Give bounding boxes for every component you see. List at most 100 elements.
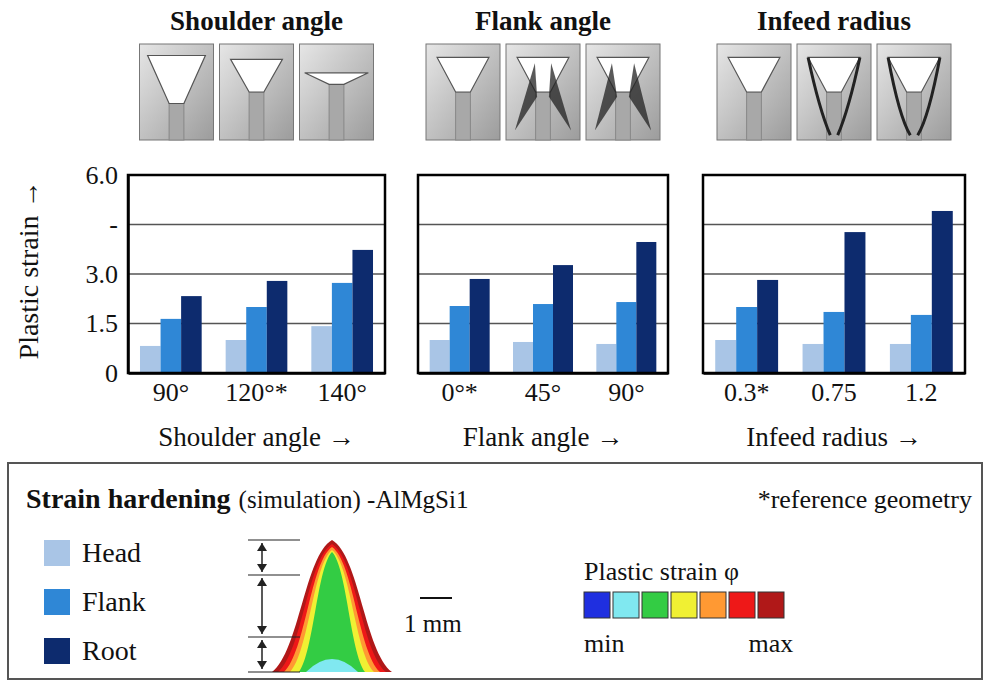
- bracket-arrow: [257, 626, 267, 634]
- tooth-layer: [290, 550, 374, 672]
- plot-area: [418, 175, 668, 373]
- axis-line: [129, 372, 386, 375]
- legend-label: Flank: [82, 586, 146, 617]
- tick: 90°: [153, 373, 189, 407]
- thumbnail-stem: [456, 92, 471, 140]
- colorbar-cell: [642, 592, 668, 618]
- bars: [430, 242, 657, 373]
- thumbnail-shape: [888, 57, 940, 92]
- brackets: [248, 540, 300, 672]
- bar: [181, 296, 202, 373]
- scale-bar-label: 1 mm: [404, 610, 462, 637]
- legend-label: Head: [82, 537, 141, 568]
- legend-box: Strain hardening (simulation) -AlMgSi1 *re…: [8, 463, 982, 679]
- thumbnail-shape: [231, 59, 283, 92]
- bar: [533, 304, 553, 373]
- tick-label: 0.3*: [724, 378, 770, 407]
- bar: [430, 340, 450, 373]
- scale-bar: [420, 597, 452, 599]
- thumbnail-shape: [517, 57, 569, 92]
- tick-label: 0°*: [441, 378, 477, 407]
- tick: 1.5: [86, 309, 129, 338]
- bracket-arrow: [257, 578, 267, 586]
- tick-label: -: [109, 210, 118, 239]
- thumbnail-shape: [148, 56, 206, 104]
- grid-line: [128, 273, 385, 275]
- tick: 120°*: [225, 373, 287, 407]
- thumbnail-frame: [506, 44, 580, 140]
- thumbnail-stem: [249, 92, 264, 140]
- grid-line: [703, 273, 965, 275]
- tick-label: 90°: [153, 378, 189, 407]
- x-axis: 90° 120°* 140°: [129, 373, 386, 407]
- x-axis-title: Flank angle →: [463, 422, 623, 452]
- thumbnails: [140, 44, 374, 140]
- grid-line: [703, 372, 965, 374]
- bracket-line: [261, 578, 263, 634]
- thumbnail-stem: [747, 92, 762, 140]
- colorbar-cell: [671, 592, 697, 618]
- bar: [757, 280, 778, 373]
- tick-label: 6.0: [86, 161, 119, 190]
- legend-entry: Root: [44, 635, 137, 666]
- legend-subtitle: (simulation) -AlMgSi1: [239, 486, 469, 514]
- tick-label: 1.2: [905, 378, 938, 407]
- tick: 3.0: [86, 260, 129, 289]
- grid-line: [418, 224, 668, 226]
- colorbar-cell: [700, 592, 726, 618]
- legend-swatch: [44, 589, 70, 615]
- bracket-arrow: [257, 543, 267, 551]
- thumbnail-shape: [728, 57, 780, 92]
- legend-frame: [8, 463, 982, 679]
- bracket-arrow: [257, 564, 267, 572]
- thumbnail-shade: [515, 63, 537, 130]
- thumbnail-shade: [549, 63, 571, 130]
- bar: [911, 315, 932, 373]
- tooth-layer: [306, 659, 358, 672]
- tick: 140°: [317, 373, 366, 407]
- legend-title: Strain hardening: [26, 483, 231, 514]
- thumbnail-frame: [717, 44, 791, 140]
- y-axis: 0 1.5 3.0 - 6.0: [86, 161, 129, 388]
- figure: Shoulder angle 0 1.5 3.0 - 6.0 90° 120°* 140° Sho…: [0, 0, 990, 686]
- tick-label: 0: [105, 359, 118, 388]
- grid: [703, 175, 965, 373]
- thumbnail-curve: [888, 57, 940, 135]
- tick-label: 3.0: [86, 260, 119, 289]
- grid-line: [418, 273, 668, 275]
- tick-label: 1.5: [86, 309, 119, 338]
- tick: 0.3*: [724, 373, 770, 407]
- plot-frame: [128, 175, 385, 373]
- bar: [715, 340, 736, 373]
- legend-swatch: [44, 638, 70, 664]
- legend-swatch: [44, 540, 70, 566]
- tick: 0°*: [441, 373, 477, 407]
- thumbnail-stem: [616, 92, 631, 140]
- tick-label: 120°*: [225, 378, 287, 407]
- panel-title: Flank angle: [475, 6, 611, 36]
- thumbnail-curve: [808, 57, 860, 135]
- tick: 45°: [525, 373, 561, 407]
- plot-area: [703, 175, 965, 373]
- bracket-tick: [248, 671, 300, 672]
- thumbnail-stem: [169, 104, 184, 140]
- tooth-layer: [272, 540, 392, 672]
- tick: 0: [105, 359, 128, 388]
- thumbnails: [426, 44, 660, 140]
- legend-note: *reference geometry: [758, 485, 972, 514]
- tick: 0.75: [811, 373, 857, 407]
- bars: [140, 250, 373, 373]
- tooth-layer: [284, 547, 380, 672]
- x-axis-title: Shoulder angle →: [158, 422, 354, 452]
- panel-title: Shoulder angle: [170, 6, 343, 36]
- tick-label: 0.75: [811, 378, 857, 407]
- bar: [513, 342, 533, 373]
- bar: [890, 344, 911, 373]
- panel-title: Infeed radius: [757, 6, 911, 36]
- bar: [246, 307, 267, 373]
- panel: Flank angle0°*45°90°Flank angle →: [418, 6, 669, 452]
- y-axis-title: Plastic strain →: [13, 181, 44, 360]
- thumbnail-frame: [426, 44, 500, 140]
- colorbar-cell: [758, 592, 784, 618]
- colorbar-min: min: [584, 629, 624, 658]
